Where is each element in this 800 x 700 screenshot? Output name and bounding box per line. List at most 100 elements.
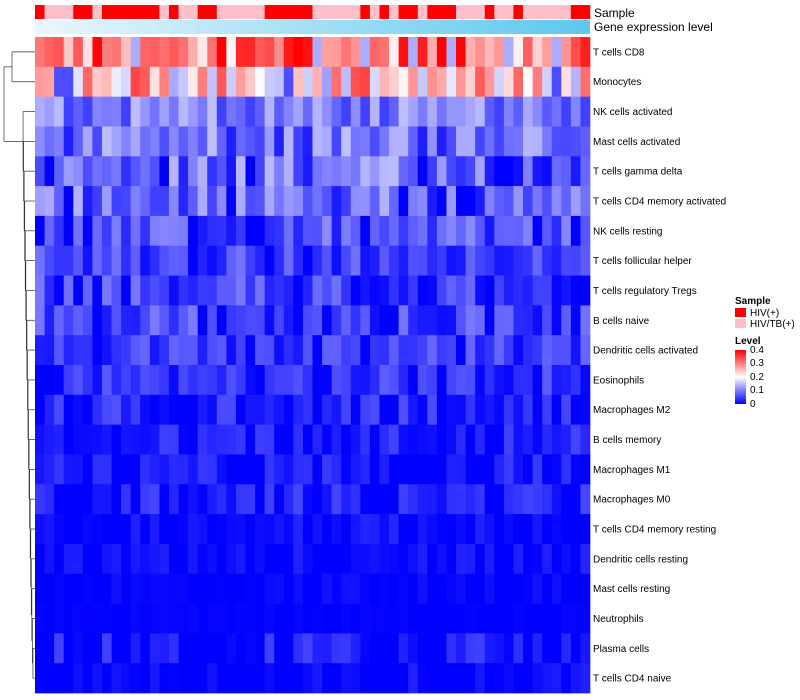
- heatmap-cell: [341, 573, 352, 604]
- legend: Sample HIV(+) HIV/TB(+) Level 0.4 0.3 0.…: [735, 296, 795, 410]
- heatmap-cell: [408, 484, 419, 515]
- heatmap-cell: [140, 126, 151, 157]
- heatmap-cell: [350, 186, 361, 217]
- heatmap-cell: [226, 96, 237, 127]
- heatmap-cell: [245, 514, 256, 545]
- heatmap-cell: [159, 245, 170, 276]
- heatmap-cell: [178, 514, 189, 545]
- heatmap-cell: [408, 126, 419, 157]
- heatmap-cell: [121, 514, 132, 545]
- heatmap-cell: [216, 305, 227, 336]
- heatmap-cell: [159, 484, 170, 515]
- heatmap-cell: [302, 633, 313, 664]
- heatmap-cell: [264, 126, 275, 157]
- heatmap-cell: [436, 365, 447, 396]
- heatmap-cell: [408, 156, 419, 187]
- heatmap-cell: [197, 424, 208, 455]
- heatmap-cell: [503, 126, 514, 157]
- heatmap-cell: [408, 573, 419, 604]
- heatmap-cell: [427, 394, 438, 425]
- heatmap-cell: [168, 96, 179, 127]
- heatmap-cell: [130, 126, 141, 157]
- sample-anno-cell: [54, 5, 65, 19]
- heatmap-cell: [465, 305, 476, 336]
- heatmap-cell: [73, 543, 84, 575]
- heatmap-cell: [207, 603, 218, 634]
- heatmap-cell: [427, 126, 438, 157]
- heatmap-cell: [293, 335, 304, 366]
- heatmap-cell: [417, 543, 428, 575]
- heatmap-cell: [542, 603, 553, 634]
- heatmap-cell: [73, 96, 84, 127]
- heatmap-cell: [82, 573, 93, 604]
- heatmap-cell: [312, 484, 323, 515]
- heatmap-cell: [341, 305, 352, 336]
- heatmap-cell: [63, 275, 74, 306]
- heatmap-cell: [54, 603, 65, 634]
- heatmap-cell: [503, 573, 514, 604]
- heatmap-cell: [341, 335, 352, 366]
- heatmap-cell: [101, 394, 112, 425]
- heatmap-cell: [92, 424, 103, 455]
- sample-anno-cell: [350, 5, 361, 19]
- heatmap-cell: [484, 156, 495, 187]
- heatmap-cell: [130, 365, 141, 396]
- heatmap-cell: [322, 245, 332, 276]
- heatmap-cell: [178, 603, 189, 634]
- heatmap-cell: [417, 275, 428, 306]
- heatmap-cell: [35, 394, 45, 425]
- heatmap-cell: [523, 484, 533, 515]
- heatmap-cell: [408, 335, 419, 366]
- heatmap-cell: [188, 305, 199, 336]
- heatmap-cell: [398, 305, 409, 336]
- heatmap-cell: [350, 603, 361, 634]
- heatmap-cell: [551, 66, 562, 97]
- heatmap-cell: [274, 543, 285, 575]
- sample-anno-cell: [73, 5, 84, 19]
- heatmap-cell: [580, 96, 591, 127]
- heatmap-cell: [523, 573, 533, 604]
- heatmap-cell: [360, 394, 371, 425]
- heatmap-cell: [35, 633, 45, 664]
- heatmap-cell: [513, 365, 524, 396]
- heatmap-cell: [350, 484, 361, 515]
- heatmap-cell: [54, 573, 65, 604]
- heatmap-cell: [226, 156, 237, 187]
- heatmap-cell: [168, 66, 179, 97]
- heatmap-cell: [159, 37, 170, 68]
- heatmap-cell: [465, 603, 476, 634]
- heatmap-cell: [101, 603, 112, 634]
- heatmap-cell: [503, 394, 514, 425]
- heatmap-cell: [561, 215, 572, 247]
- heatmap-cell: [360, 66, 371, 97]
- heatmap-cell: [389, 663, 399, 694]
- heatmap-cell: [513, 394, 524, 425]
- heatmap-cell: [35, 126, 45, 157]
- heatmap-cell: [130, 484, 141, 515]
- heatmap-cell: [532, 96, 543, 127]
- heatmap-cell: [475, 394, 486, 425]
- heatmap-cell: [312, 186, 323, 217]
- heatmap-cell: [494, 484, 505, 515]
- heatmap-cell: [398, 156, 409, 187]
- heatmap-cell: [73, 454, 84, 485]
- heatmap-cell: [398, 454, 409, 485]
- heatmap-cell: [331, 275, 342, 306]
- heatmap-cell: [178, 96, 189, 127]
- heatmap-cell: [542, 156, 553, 187]
- heatmap-cell: [369, 186, 380, 217]
- heatmap-cell: [235, 37, 246, 68]
- heatmap-cell: [427, 275, 438, 306]
- heatmap-cell: [475, 186, 486, 217]
- heatmap-cell: [302, 424, 313, 455]
- heatmap-cell: [369, 335, 380, 366]
- heatmap-cell: [130, 215, 141, 247]
- legend-sample-title: Sample: [735, 296, 771, 307]
- heatmap-cell: [360, 96, 371, 127]
- heatmap-cell: [561, 663, 572, 694]
- heatmap-cell: [427, 215, 438, 247]
- heatmap-cell: [149, 215, 160, 247]
- heatmap-cell: [82, 514, 93, 545]
- heatmap-cell: [379, 633, 390, 664]
- heatmap-cell: [475, 663, 486, 694]
